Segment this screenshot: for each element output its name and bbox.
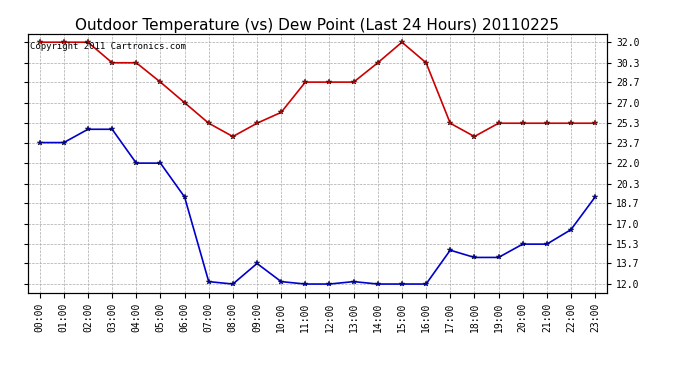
Text: Copyright 2011 Cartronics.com: Copyright 2011 Cartronics.com <box>30 42 186 51</box>
Title: Outdoor Temperature (vs) Dew Point (Last 24 Hours) 20110225: Outdoor Temperature (vs) Dew Point (Last… <box>75 18 560 33</box>
